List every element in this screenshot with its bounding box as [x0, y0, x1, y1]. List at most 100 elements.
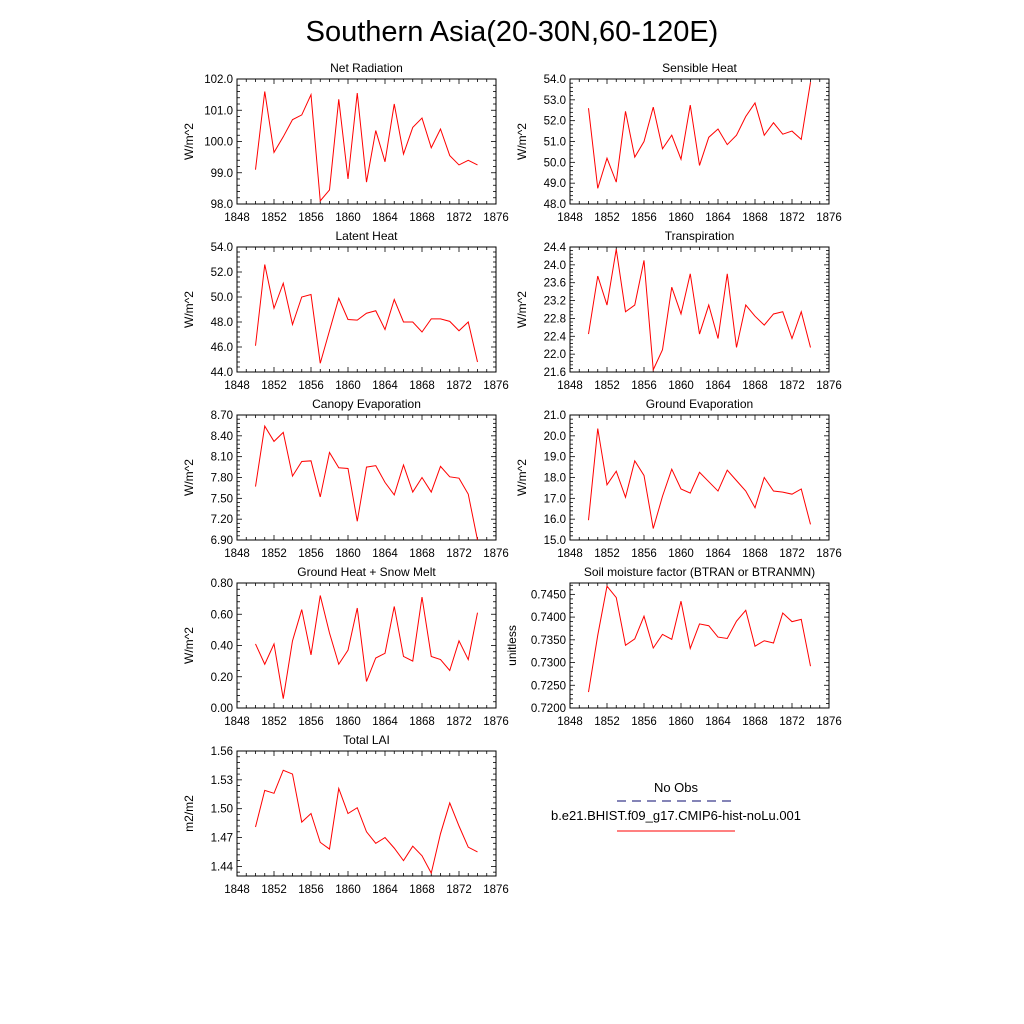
y-tick-label: 22.8	[544, 313, 566, 325]
series-line	[255, 424, 478, 541]
x-tick-label: 1852	[594, 212, 620, 224]
y-tick-label: 0.7250	[531, 680, 566, 692]
series-line	[588, 428, 811, 529]
y-tick-label: 0.7400	[531, 612, 566, 624]
y-tick-label: 48.0	[211, 317, 233, 329]
y-tick-label: 8.10	[211, 452, 233, 464]
x-tick-label: 1856	[298, 548, 324, 560]
series-line	[255, 595, 478, 699]
x-tick-label: 1868	[742, 716, 768, 728]
y-tick-label: 0.40	[211, 641, 233, 653]
y-axis-label: W/m^2	[182, 291, 196, 328]
x-tick-label: 1872	[446, 380, 472, 392]
x-tick-label: 1860	[335, 884, 361, 896]
x-tick-label: 1848	[224, 212, 250, 224]
x-tick-label: 1872	[779, 380, 805, 392]
x-tick-label: 1876	[483, 380, 509, 392]
panel-title: Canopy Evaporation	[312, 397, 421, 411]
x-tick-label: 1848	[224, 548, 250, 560]
x-tick-label: 1856	[631, 212, 657, 224]
panel-title: Sensible Heat	[662, 61, 737, 75]
x-tick-label: 1856	[298, 380, 324, 392]
x-tick-label: 1872	[446, 548, 472, 560]
x-tick-label: 1852	[594, 548, 620, 560]
panel-0: Net Radiation 1848 1852 1856 1860 1864 1868 187…	[182, 61, 509, 224]
y-tick-label: 8.40	[211, 431, 233, 443]
x-tick-label: 1876	[483, 212, 509, 224]
y-axis-label: W/m^2	[515, 291, 529, 328]
y-tick-label: 22.4	[544, 331, 567, 343]
y-axis-label: m2/m2	[182, 795, 196, 832]
x-tick-label: 1876	[816, 716, 842, 728]
x-tick-label: 1852	[594, 380, 620, 392]
y-axis-label: unitless	[505, 625, 519, 666]
y-tick-label: 54.0	[544, 74, 566, 86]
y-tick-label: 101.0	[204, 105, 233, 117]
x-tick-label: 1848	[224, 716, 250, 728]
y-tick-label: 50.0	[544, 157, 566, 169]
x-tick-label: 1860	[335, 548, 361, 560]
y-tick-label: 0.7350	[531, 635, 566, 647]
x-tick-label: 1876	[816, 548, 842, 560]
x-tick-label: 1856	[631, 380, 657, 392]
panel-1: Sensible Heat 1848 1852 1856 1860 1864 1868 187…	[515, 61, 842, 224]
x-tick-label: 1868	[742, 548, 768, 560]
y-axis-label: W/m^2	[182, 459, 196, 496]
panel-title: Soil moisture factor (BTRAN or BTRANMN)	[584, 565, 815, 579]
x-tick-label: 1868	[742, 380, 768, 392]
x-tick-label: 1864	[705, 716, 731, 728]
y-tick-label: 49.0	[544, 178, 566, 190]
legend: No Obs b.e21.BHIST.f09_g17.CMIP6-hist-no…	[551, 780, 801, 832]
y-tick-label: 17.0	[544, 493, 566, 505]
y-tick-label: 98.0	[211, 199, 233, 211]
panel-6: Ground Heat + Snow Melt 1848 1852 1856 1860 1…	[182, 565, 509, 728]
y-tick-label: 7.50	[211, 493, 233, 505]
y-tick-label: 99.0	[211, 168, 233, 180]
x-tick-label: 1852	[261, 212, 287, 224]
y-tick-label: 1.56	[211, 746, 233, 758]
x-tick-label: 1852	[594, 716, 620, 728]
x-tick-label: 1868	[742, 212, 768, 224]
panel-title: Total LAI	[343, 733, 390, 747]
y-tick-label: 100.0	[204, 137, 233, 149]
y-tick-label: 19.0	[544, 452, 566, 464]
y-tick-label: 0.7300	[531, 658, 566, 670]
y-axis-label: W/m^2	[515, 123, 529, 160]
x-tick-label: 1864	[372, 212, 398, 224]
panel-4: Canopy Evaporation 1848 1852 1856 1860 1864 18…	[182, 397, 509, 560]
x-tick-label: 1852	[261, 548, 287, 560]
y-tick-label: 51.0	[544, 137, 566, 149]
panel-8: Total LAI 1848 1852 1856 1860 1864 1868 1872 187…	[182, 733, 509, 896]
series-line	[255, 91, 478, 203]
x-tick-label: 1860	[668, 548, 694, 560]
y-tick-label: 21.6	[544, 367, 566, 379]
series-line	[588, 585, 811, 693]
series-line	[255, 769, 478, 875]
x-tick-label: 1856	[631, 716, 657, 728]
x-tick-label: 1860	[335, 716, 361, 728]
x-tick-label: 1860	[335, 212, 361, 224]
y-tick-label: 0.7200	[531, 703, 566, 715]
y-tick-label: 21.0	[544, 410, 566, 422]
panel-2: Latent Heat 1848 1852 1856 1860 1864 1868 1872 1…	[182, 229, 509, 392]
y-tick-label: 1.47	[211, 833, 233, 845]
y-tick-label: 0.80	[211, 578, 233, 590]
x-tick-label: 1864	[705, 212, 731, 224]
y-tick-label: 18.0	[544, 473, 566, 485]
x-tick-label: 1860	[335, 380, 361, 392]
figure-title: Southern Asia(20-30N,60-120E)	[306, 16, 719, 48]
x-tick-label: 1876	[483, 548, 509, 560]
x-tick-label: 1848	[557, 716, 583, 728]
x-tick-label: 1872	[779, 212, 805, 224]
x-tick-label: 1856	[631, 548, 657, 560]
legend-obs-label: No Obs	[654, 780, 699, 795]
plot-frame	[569, 246, 830, 373]
x-tick-label: 1848	[224, 884, 250, 896]
panel-title: Ground Heat + Snow Melt	[297, 565, 436, 579]
x-tick-label: 1848	[557, 380, 583, 392]
plot-frame	[236, 246, 497, 373]
y-tick-label: 0.20	[211, 672, 233, 684]
panel-5: Ground Evaporation 1848 1852 1856 1860 1864 18…	[515, 397, 842, 560]
y-tick-label: 1.44	[211, 861, 234, 873]
